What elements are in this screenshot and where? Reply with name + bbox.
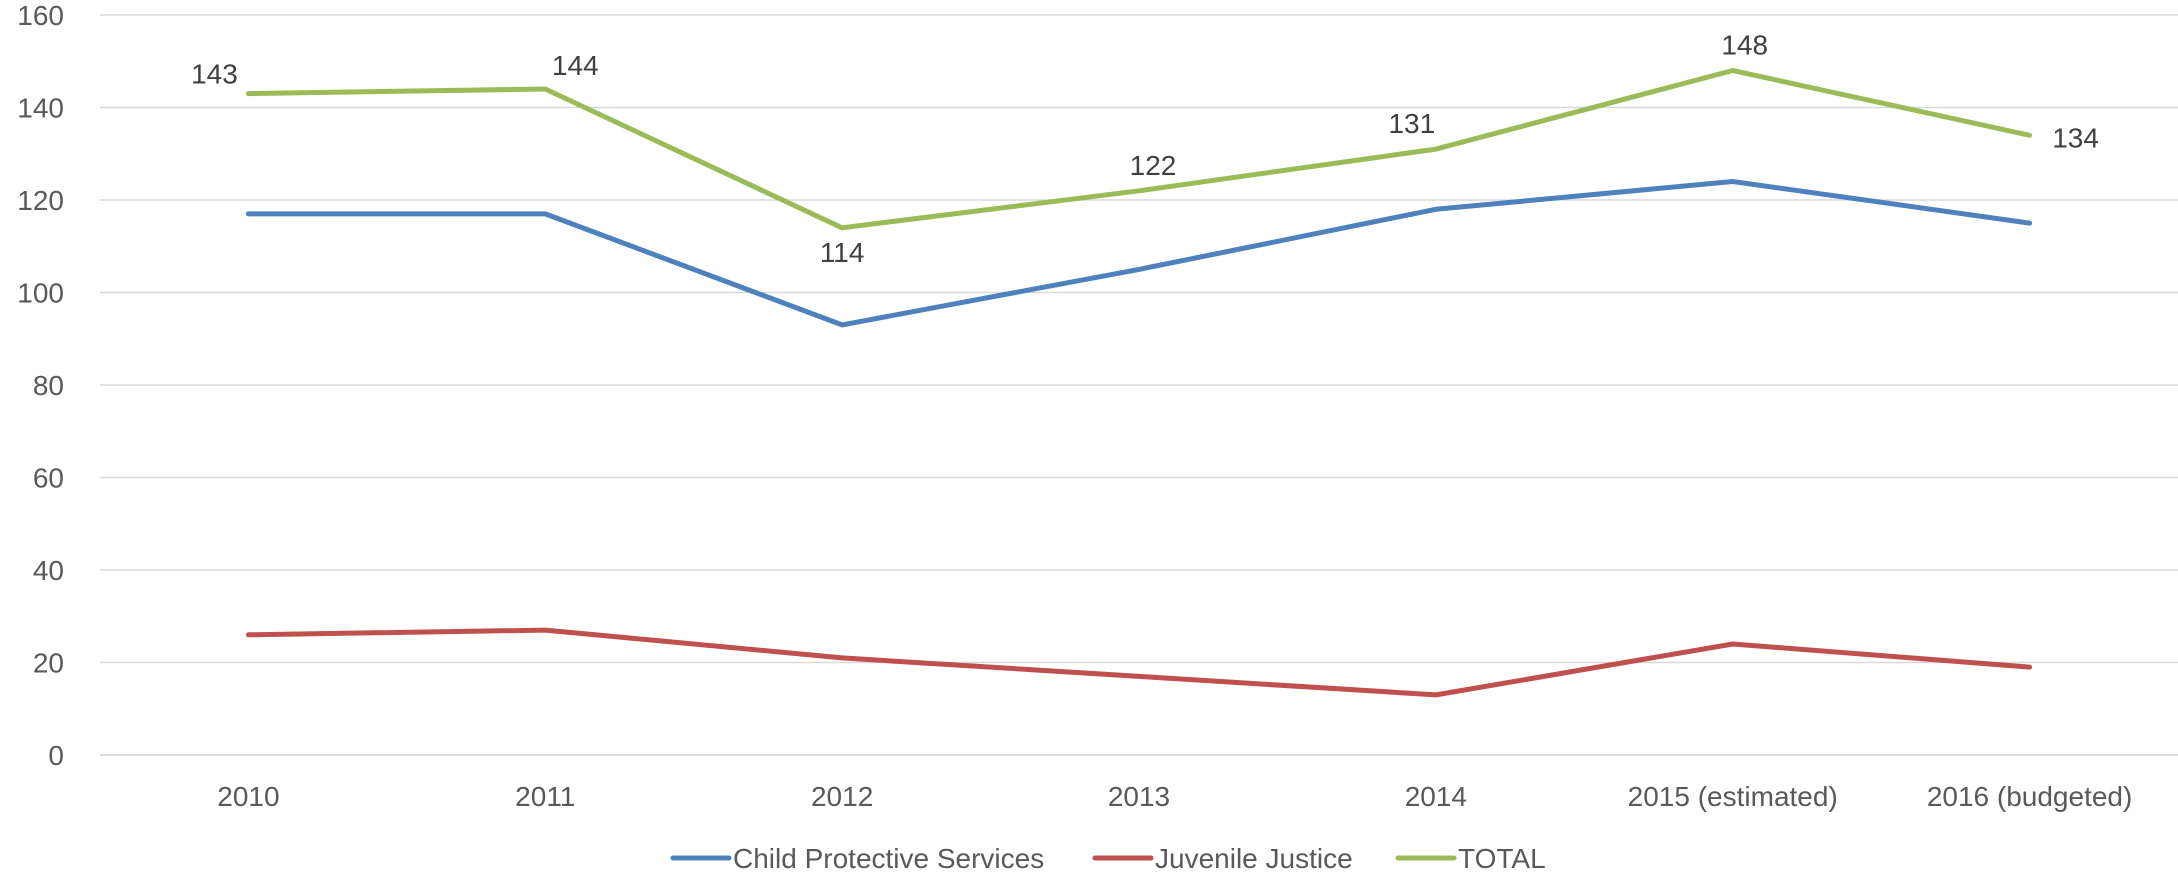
series-line-juvenile-justice [245, 627, 2033, 698]
legend-label-juvenile-justice: Juvenile Justice [1155, 843, 1353, 874]
y-tick-label: 40 [33, 555, 64, 586]
data-labels: 143 144 114 122 131 148 134 [191, 30, 2099, 268]
y-axis: 0 20 40 60 80 100 120 140 160 [17, 0, 64, 771]
legend-label-child-protective-services: Child Protective Services [733, 843, 1044, 874]
y-tick-label: 0 [48, 740, 64, 771]
data-label: 114 [820, 237, 865, 268]
data-label: 134 [2052, 122, 2099, 153]
gridlines [100, 14, 2178, 756]
data-label: 122 [1130, 150, 1177, 181]
x-axis: 2010 2011 2012 2013 2014 2015 (estimated) 2016… [217, 781, 2132, 812]
y-tick-label: 60 [33, 463, 64, 494]
data-label: 143 [191, 59, 238, 90]
y-tick-label: 120 [17, 185, 64, 216]
x-tick-label: 2012 [811, 781, 873, 812]
x-tick-label: 2011 [515, 781, 575, 812]
x-tick-label: 2014 [1405, 781, 1467, 812]
series-lines [245, 68, 2033, 698]
x-tick-label: 2010 [217, 781, 279, 812]
x-tick-label: 2013 [1108, 781, 1170, 812]
series-line-total [245, 68, 2033, 231]
data-label: 144 [552, 50, 599, 81]
data-label: 148 [1721, 30, 1768, 61]
y-tick-label: 80 [33, 370, 64, 401]
series-line-child-protective-services [245, 179, 2033, 328]
x-tick-label: 2015 (estimated) [1628, 781, 1838, 812]
y-tick-label: 20 [33, 648, 64, 679]
y-tick-label: 100 [17, 278, 64, 309]
y-tick-label: 140 [17, 93, 64, 124]
y-tick-label: 160 [17, 0, 64, 31]
x-tick-label: 2016 (budgeted) [1927, 781, 2133, 812]
legend: Child Protective Services Juvenile Justic… [670, 843, 1546, 874]
legend-label-total: TOTAL [1458, 843, 1546, 874]
data-label: 131 [1388, 108, 1435, 139]
